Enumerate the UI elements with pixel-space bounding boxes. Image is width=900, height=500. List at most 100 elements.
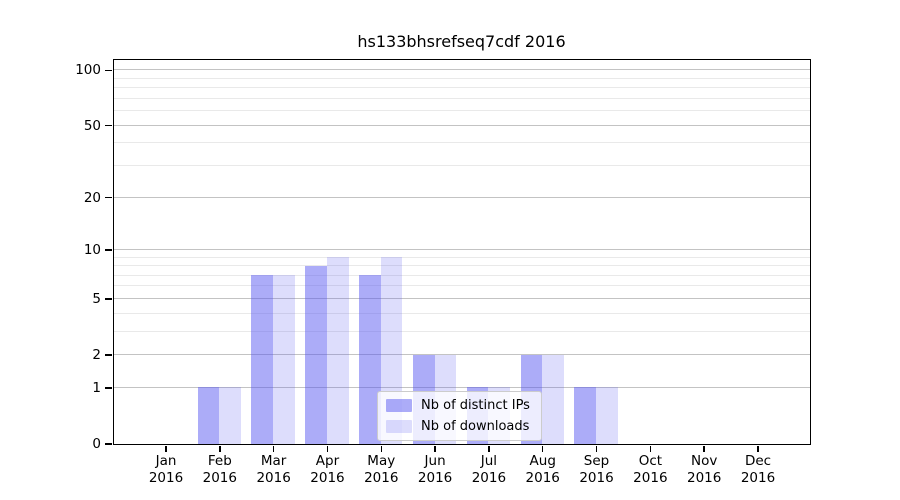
x-tick-label-month: Feb [207, 453, 232, 469]
bar [359, 275, 381, 444]
x-tick-label-year: 2016 [740, 469, 776, 486]
y-tick-label: 2 [92, 347, 101, 364]
bar [596, 387, 618, 444]
x-tick-label: Jul 2016 [453, 453, 525, 486]
y-tick-mark [105, 387, 112, 389]
bar [542, 354, 564, 444]
x-tick-label-year: 2016 [579, 469, 614, 486]
y-tick-mark [105, 69, 112, 72]
chart-title: hs133bhsrefseq7cdf 2016 [357, 32, 566, 51]
x-tick-mark [219, 445, 221, 452]
x-tick-label: May 2016 [345, 453, 417, 486]
gridline-major [113, 297, 810, 299]
x-tick-label: Jun 2016 [399, 453, 471, 486]
x-tick-label-month: Nov [690, 453, 718, 469]
legend-label: Nb of distinct IPs [421, 398, 530, 413]
x-tick-label-month: Mar [260, 453, 287, 469]
y-tick-mark [105, 196, 112, 199]
x-tick-label-month: Jul [480, 453, 498, 469]
x-tick-label: Dec 2016 [722, 453, 794, 486]
x-tick-mark [434, 445, 436, 452]
bar [305, 265, 327, 444]
bar [251, 275, 274, 444]
legend-row: Nb of downloads [386, 418, 530, 435]
y-tick-mark [105, 354, 112, 356]
x-tick-label-year: 2016 [417, 469, 453, 486]
gridline-minor [113, 285, 810, 287]
y-tick-label: 10 [83, 241, 101, 258]
x-tick-label-year: 2016 [364, 469, 399, 486]
gridline-minor [113, 312, 810, 314]
x-tick-label-year: 2016 [633, 469, 668, 486]
y-tick-label: 100 [75, 62, 101, 79]
legend-label: Nb of downloads [421, 419, 530, 434]
bar [219, 387, 241, 444]
x-tick-label: Mar 2016 [238, 453, 310, 486]
x-tick-mark [326, 445, 329, 452]
gridline-minor [113, 274, 810, 276]
x-tick-label-month: May [367, 453, 396, 469]
x-tick-label: Sep 2016 [561, 453, 633, 486]
gridline-minor [113, 97, 810, 99]
x-tick-label-year: 2016 [202, 469, 237, 486]
x-tick-mark [757, 445, 759, 452]
gridline-major [113, 248, 810, 250]
x-tick-mark [165, 445, 167, 452]
legend-swatch [386, 399, 412, 412]
y-tick-label: 50 [83, 117, 101, 134]
legend-swatch [386, 420, 412, 433]
x-tick-label: Apr 2016 [291, 453, 363, 486]
x-tick-mark [541, 445, 544, 452]
x-tick-label-month: Jun [424, 453, 446, 469]
y-tick-label: 5 [92, 290, 101, 307]
bar [326, 257, 349, 444]
x-tick-label: Nov 2016 [668, 453, 740, 486]
y-tick-label: 0 [92, 436, 101, 452]
x-tick-label-year: 2016 [310, 469, 345, 486]
x-tick-label: Oct 2016 [614, 453, 686, 486]
legend: Nb of distinct IPs Nb of downloads [377, 391, 542, 441]
x-tick-mark [595, 445, 598, 452]
y-tick-mark [105, 443, 112, 445]
legend-row: Nb of distinct IPs [386, 397, 530, 414]
gridline-major [113, 386, 810, 388]
x-tick-label-month: Jan [155, 453, 177, 469]
bars-layer [114, 60, 810, 444]
gridlines-layer [113, 60, 810, 444]
gridline-minor [113, 265, 810, 267]
y-tick-mark [105, 298, 112, 300]
x-tick-label-month: Dec [744, 453, 772, 469]
x-tick-label-month: Apr [315, 453, 340, 469]
gridline-minor [113, 256, 810, 258]
bar [197, 387, 220, 444]
y-tick-mark [105, 249, 112, 251]
y-tick-mark [105, 124, 112, 127]
x-tick-mark [488, 445, 490, 452]
x-tick-mark [703, 445, 705, 452]
gridline-minor [113, 87, 810, 89]
x-tick-mark [380, 445, 383, 452]
x-tick-label: Aug 2016 [507, 453, 579, 486]
gridline-minor [113, 110, 810, 112]
x-tick-label-month: Sep [583, 453, 610, 469]
x-tick-mark [649, 445, 652, 452]
plot-area [112, 58, 811, 445]
x-tick-label-year: 2016 [256, 469, 291, 486]
gridline-minor [113, 330, 810, 332]
x-tick-label-month: Oct [638, 453, 663, 469]
x-tick-mark [272, 445, 275, 452]
x-tick-label: Feb 2016 [184, 453, 256, 486]
bar [273, 275, 295, 444]
x-tick-label-year: 2016 [148, 469, 184, 486]
y-tick-label: 20 [83, 189, 101, 206]
x-tick-label-year: 2016 [686, 469, 722, 486]
gridline-minor [113, 77, 810, 79]
gridline-major [113, 196, 810, 198]
gridline-minor [113, 164, 810, 166]
gridline-major [113, 124, 810, 126]
x-tick-label-month: Aug [529, 453, 556, 469]
x-tick-label-year: 2016 [525, 469, 560, 486]
x-tick-label-year: 2016 [471, 469, 507, 486]
bar [574, 387, 597, 444]
